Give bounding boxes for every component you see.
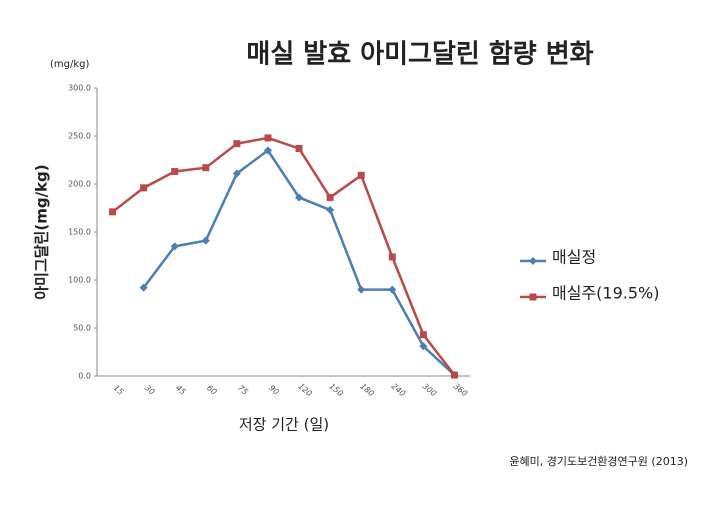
y-tick-label: 300.0	[68, 84, 91, 93]
data-point	[170, 242, 179, 251]
data-point	[357, 171, 365, 179]
legend-label: 매실정	[552, 248, 596, 267]
data-point	[264, 134, 272, 142]
y-tick-label: 200.0	[68, 180, 91, 189]
data-point	[419, 342, 428, 351]
legend-marker	[529, 293, 537, 301]
data-point	[357, 285, 366, 294]
legend-marker	[529, 257, 537, 265]
x-axis-label: 저장 기간 (일)	[239, 416, 329, 434]
data-point	[202, 164, 210, 172]
legend-label: 매실주(19.5%)	[552, 284, 659, 303]
series-line	[111, 136, 456, 376]
y-tick-label: 50.0	[73, 324, 91, 333]
data-point	[450, 371, 458, 379]
data-point	[139, 283, 148, 292]
y-axis-label: 아미그달린(mg/kg)	[33, 164, 51, 299]
data-point	[388, 253, 396, 261]
y-tick-label: 250.0	[68, 132, 91, 141]
data-point	[171, 168, 179, 176]
y-tick-label: 0.0	[78, 372, 91, 381]
chart-title: 매실 발효 아미그달린 함량 변화	[246, 40, 593, 70]
data-point	[263, 146, 272, 155]
data-point	[201, 236, 210, 245]
data-point	[295, 193, 304, 202]
data-point	[232, 169, 241, 178]
data-point	[326, 193, 334, 201]
data-point	[109, 208, 117, 216]
data-point	[326, 205, 335, 214]
data-point	[388, 285, 397, 294]
data-point	[233, 140, 241, 148]
y-tick-label: 150.0	[68, 228, 91, 237]
source: 윤혜미, 경기도보건환경연구원 (2013)	[509, 455, 688, 468]
data-point	[419, 331, 427, 339]
y-tick-label: 100.0	[68, 276, 91, 285]
data-point	[295, 144, 303, 152]
data-point	[140, 184, 148, 192]
y-unit: (mg/kg)	[50, 59, 89, 70]
